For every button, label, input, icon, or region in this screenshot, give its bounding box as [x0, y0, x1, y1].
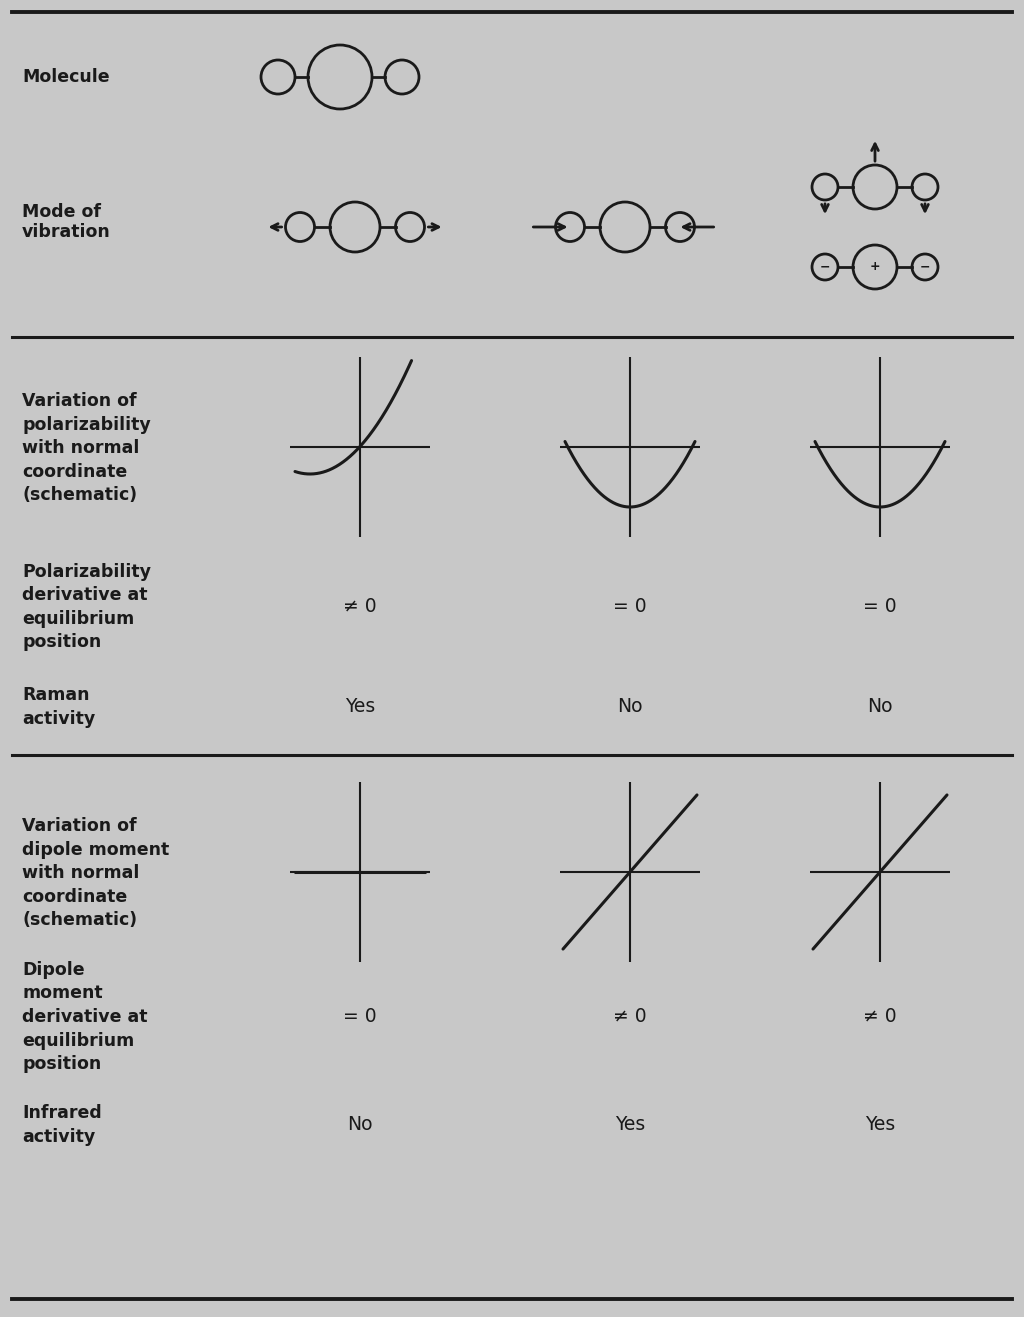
Text: No: No	[867, 698, 893, 716]
Text: = 0: = 0	[343, 1008, 377, 1026]
Text: Mode of
vibration: Mode of vibration	[22, 203, 111, 241]
Text: ≠ 0: ≠ 0	[863, 1008, 897, 1026]
Text: Variation of
polarizability
with normal
coordinate
(schematic): Variation of polarizability with normal …	[22, 392, 151, 504]
Text: = 0: = 0	[613, 598, 647, 616]
Text: +: +	[869, 261, 881, 274]
Text: Variation of
dipole moment
with normal
coordinate
(schematic): Variation of dipole moment with normal c…	[22, 817, 169, 930]
Text: Molecule: Molecule	[22, 68, 110, 86]
Text: No: No	[617, 698, 643, 716]
Text: Dipole
moment
derivative at
equilibrium
position: Dipole moment derivative at equilibrium …	[22, 961, 147, 1073]
Text: ≠ 0: ≠ 0	[613, 1008, 647, 1026]
Text: −: −	[820, 261, 830, 274]
Text: Yes: Yes	[345, 698, 375, 716]
Text: Yes: Yes	[614, 1115, 645, 1134]
Text: Polarizability
derivative at
equilibrium
position: Polarizability derivative at equilibrium…	[22, 562, 151, 652]
Text: No: No	[347, 1115, 373, 1134]
Text: ≠ 0: ≠ 0	[343, 598, 377, 616]
Text: Infrared
activity: Infrared activity	[22, 1104, 101, 1146]
Text: −: −	[920, 261, 930, 274]
Text: = 0: = 0	[863, 598, 897, 616]
Text: Raman
activity: Raman activity	[22, 686, 95, 728]
Text: Yes: Yes	[865, 1115, 895, 1134]
